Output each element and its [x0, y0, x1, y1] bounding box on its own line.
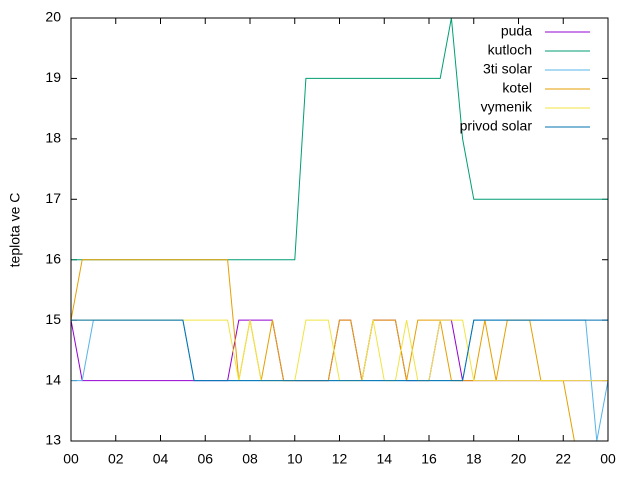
x-tick-label: 12: [332, 451, 348, 467]
y-tick-label: 13: [45, 432, 61, 448]
x-tick-label: 10: [287, 451, 303, 467]
legend-label: puda: [501, 23, 532, 39]
x-tick-label: 18: [466, 451, 482, 467]
x-tick-label: 04: [153, 451, 169, 467]
legend-label: vymenik: [481, 99, 533, 115]
legend-label: kotel: [502, 80, 532, 96]
x-tick-label: 06: [197, 451, 213, 467]
y-tick-label: 17: [45, 190, 61, 206]
x-tick-label: 14: [376, 451, 392, 467]
y-tick-label: 15: [45, 311, 61, 327]
legend-label: kutloch: [488, 42, 532, 58]
legend-label: privod solar: [460, 118, 533, 134]
series-line: [71, 319, 608, 382]
x-tick-label: 16: [421, 451, 437, 467]
x-tick-label: 00: [63, 451, 79, 467]
x-tick-label: 22: [555, 451, 571, 467]
x-tick-label: 20: [511, 451, 527, 467]
plot-border: [70, 17, 609, 442]
y-tick-label: 16: [45, 250, 61, 266]
y-tick-label: 18: [45, 130, 61, 146]
y-tick-label: 14: [45, 371, 61, 387]
y-tick-label: 20: [45, 9, 61, 25]
y-axis-label: teplota ve C: [7, 193, 23, 268]
x-tick-label: 00: [600, 451, 616, 467]
series-line: [71, 319, 608, 382]
x-tick-label: 08: [242, 451, 258, 467]
series-line: [71, 319, 608, 382]
series-line: [71, 259, 575, 441]
legend-label: 3ti solar: [483, 61, 532, 77]
x-tick-label: 02: [108, 451, 124, 467]
y-tick-label: 19: [45, 69, 61, 85]
